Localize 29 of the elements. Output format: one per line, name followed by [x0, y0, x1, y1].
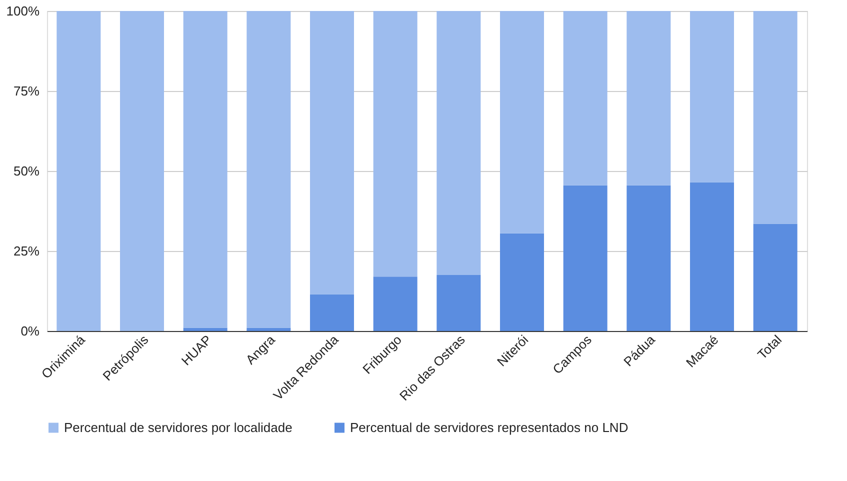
bar: [690, 182, 734, 331]
bar: [310, 11, 354, 294]
y-tick-label: 75%: [13, 84, 40, 98]
y-tick-label: 0%: [20, 324, 40, 338]
legend-label: Percentual de servidores por localidade: [64, 420, 292, 435]
bar: [373, 11, 418, 277]
bar: [690, 11, 734, 182]
y-tick-label: 100%: [6, 4, 40, 18]
bar: [183, 11, 228, 328]
bar: [753, 224, 798, 331]
bar: [563, 185, 608, 331]
bar: [436, 11, 481, 275]
bar: [246, 328, 291, 331]
bar: [500, 233, 544, 331]
y-tick-label: 50%: [13, 164, 40, 178]
bar: [436, 275, 481, 331]
bar: [310, 294, 354, 331]
bar: [753, 11, 798, 224]
bar: [56, 11, 101, 331]
y-tick-label: 25%: [13, 244, 40, 258]
bar: [626, 11, 671, 186]
bar: [373, 276, 418, 331]
bar: [563, 11, 608, 186]
bar: [626, 185, 671, 331]
bar: [183, 328, 228, 331]
bar: [246, 11, 291, 328]
legend-label: Percentual de servidores representados no LND: [350, 420, 628, 435]
bar: [120, 11, 164, 331]
bar: [500, 11, 544, 234]
